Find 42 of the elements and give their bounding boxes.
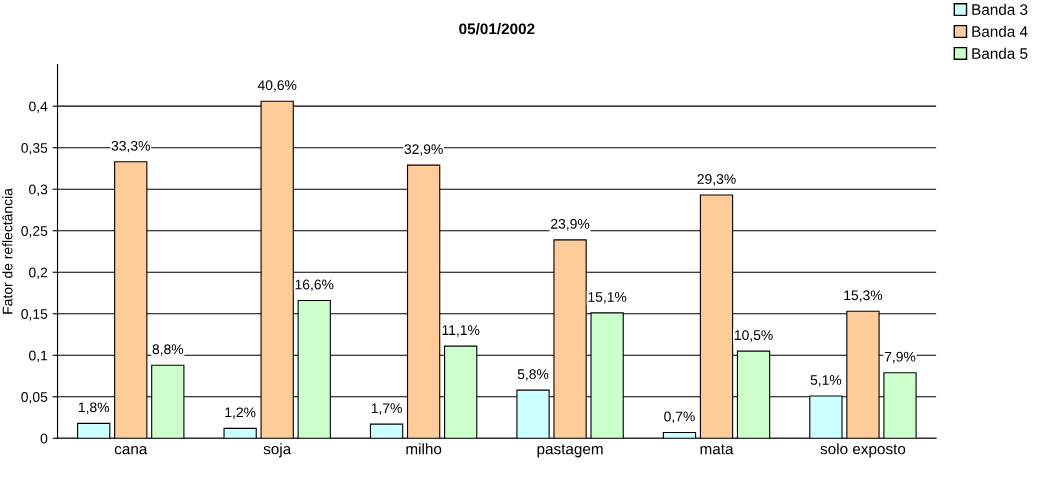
y-tick-label: 0,3 <box>29 184 48 197</box>
x-tick-label: pastagem <box>537 444 603 458</box>
y-axis-title: Fator de reflectância <box>2 188 13 314</box>
y-tick-label: 0,2 <box>29 267 48 280</box>
x-tick-label: mata <box>700 444 734 455</box>
chart-title: 05/01/2002 <box>459 23 535 35</box>
data-label: 29,3% <box>697 174 736 186</box>
data-label: 1,2% <box>225 407 256 419</box>
y-tick-label: 0,4 <box>29 101 48 113</box>
y-tick-label: 0 <box>40 433 48 444</box>
bar <box>77 422 111 439</box>
data-label: 23,9% <box>551 218 590 231</box>
bar <box>223 427 257 439</box>
y-tick-label: 0,15 <box>21 309 48 321</box>
data-label: 33,3% <box>111 140 150 153</box>
y-tick-label: 0,25 <box>21 226 48 238</box>
y-tick-label: 0,1 <box>29 350 48 363</box>
x-tick-label: milho <box>406 443 442 455</box>
data-label: 5,8% <box>517 369 549 381</box>
y-tick-label: 0,35 <box>21 143 48 155</box>
data-label: 5,1% <box>810 375 842 387</box>
data-label: 11,1% <box>442 325 480 337</box>
bar <box>662 431 697 439</box>
data-label: 32,9% <box>404 144 443 156</box>
x-tick-label: soja <box>263 443 292 458</box>
data-label: 15,1% <box>588 292 627 304</box>
data-label: 1,7% <box>371 403 402 415</box>
legend-label: Banda 4 <box>972 25 1028 37</box>
data-label: 7,9% <box>884 351 916 364</box>
data-label: 40,6% <box>257 80 297 92</box>
data-label: 10,5% <box>734 330 773 342</box>
legend-label: Banda 5 <box>972 47 1028 59</box>
data-label: 0,7% <box>664 411 695 424</box>
data-label: 8,8% <box>152 344 184 356</box>
bar <box>369 423 404 439</box>
data-label: 15,3% <box>844 290 883 302</box>
x-tick-label: cana <box>114 446 148 455</box>
legend-label: Banda 3 <box>972 3 1028 15</box>
y-tick-label: 0,05 <box>21 392 48 404</box>
data-label: 1,8% <box>78 402 110 414</box>
data-label: 16,6% <box>295 279 334 292</box>
x-tick-label: solo exposto <box>820 443 906 458</box>
